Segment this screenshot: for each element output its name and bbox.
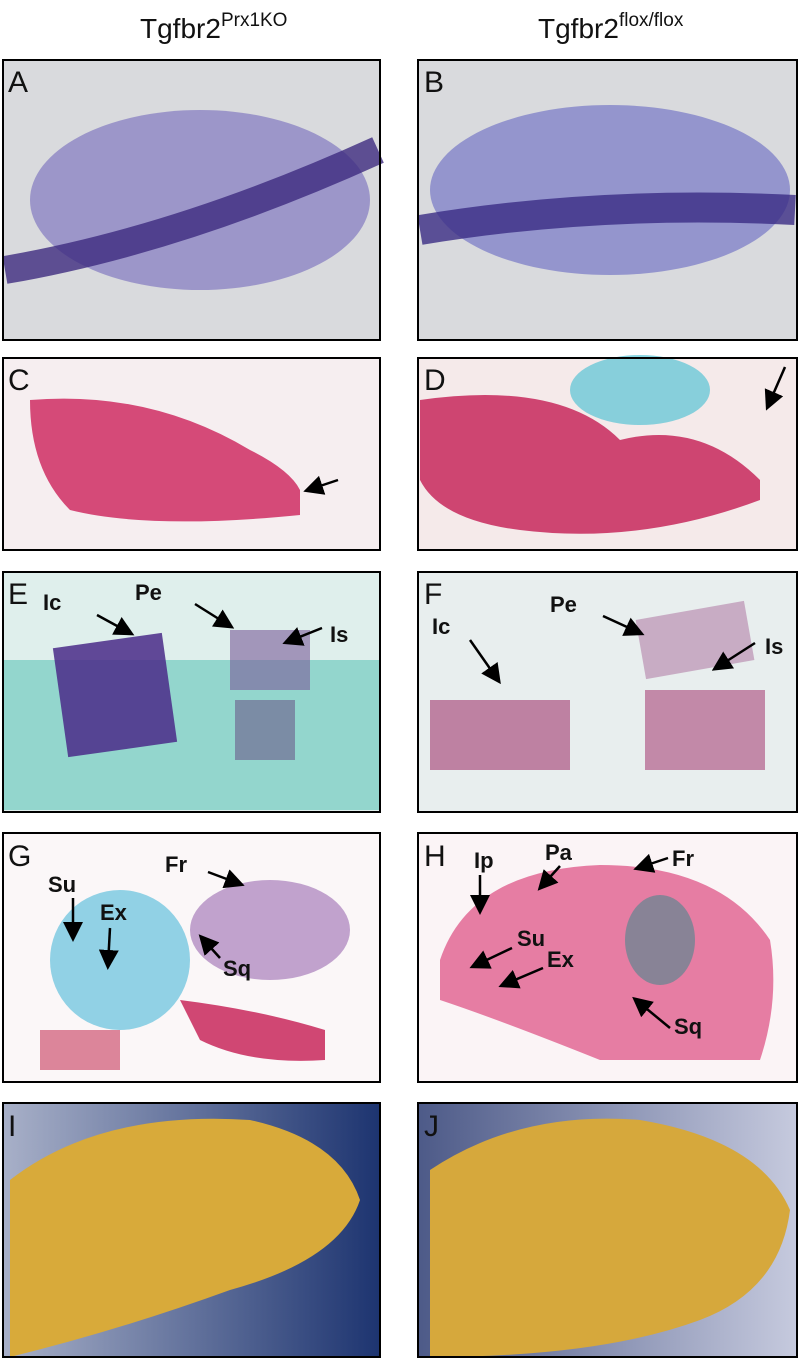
annotation: Ex bbox=[547, 947, 575, 972]
panel-letter: D bbox=[424, 364, 446, 397]
panel-letter: G bbox=[8, 840, 31, 873]
annotation: Sq bbox=[223, 956, 251, 981]
panel-b: B bbox=[417, 59, 798, 341]
annotation: Sq bbox=[674, 1014, 702, 1039]
annotation: Su bbox=[517, 926, 545, 951]
annotation: Is bbox=[765, 634, 783, 659]
annotation: Is bbox=[330, 622, 348, 647]
annotation: Ic bbox=[43, 590, 61, 615]
header-right: Tgfbr2flox/flox bbox=[538, 10, 684, 44]
panel-letter: E bbox=[8, 578, 28, 611]
annotation: Fr bbox=[165, 852, 187, 877]
annotation: Ic bbox=[432, 614, 450, 639]
annotation: Ex bbox=[100, 900, 128, 925]
panel-h: Ip Pa Fr Su Ex Sq H bbox=[417, 832, 798, 1083]
annotation: Su bbox=[48, 872, 76, 897]
annotation: Fr bbox=[672, 846, 694, 871]
panel-e: Ic Pe Is E bbox=[2, 571, 381, 813]
annotation: Ip bbox=[474, 848, 494, 873]
panel-letter: A bbox=[8, 66, 28, 99]
panel-letter: H bbox=[424, 840, 446, 873]
panel-i: I bbox=[2, 1102, 381, 1358]
annotation: Pa bbox=[545, 840, 573, 865]
annotation: Pe bbox=[135, 580, 162, 605]
panel-letter: J bbox=[424, 1110, 439, 1143]
panel-j: J bbox=[417, 1102, 798, 1358]
panel-letter: C bbox=[8, 364, 30, 397]
panel-letter: F bbox=[424, 578, 442, 611]
panel-letter: B bbox=[424, 66, 444, 99]
panel-c: C bbox=[2, 357, 381, 551]
panel-g: Fr Su Ex Sq G bbox=[2, 832, 381, 1083]
panel-letter: I bbox=[8, 1110, 16, 1143]
panel-a: A bbox=[2, 59, 384, 341]
annotation: Pe bbox=[550, 592, 577, 617]
panel-f: Pe Ic Is F bbox=[417, 571, 798, 813]
header-left: Tgfbr2Prx1KO bbox=[140, 10, 287, 44]
panel-d: D bbox=[417, 355, 798, 551]
